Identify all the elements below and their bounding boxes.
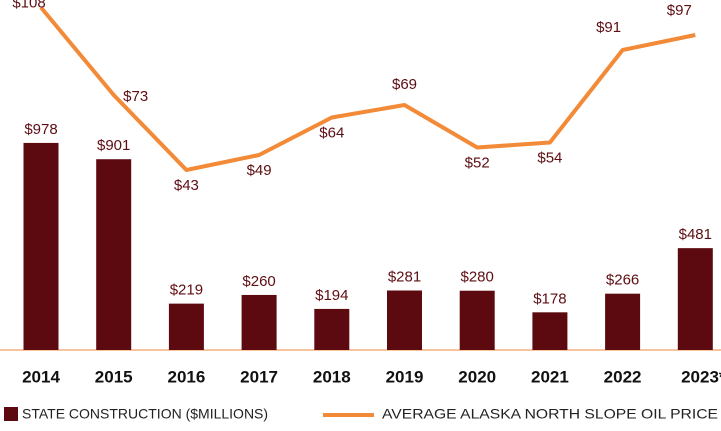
x-tick-label: 2023* [681,367,721,386]
x-tick-label: 2014 [22,367,60,386]
line-label: $73 [123,88,148,105]
bar [677,248,713,350]
x-tick-label: 2022 [604,367,642,386]
bar-label: $194 [315,287,348,304]
x-tick-label: 2020 [458,367,496,386]
bar-label: $178 [533,290,566,307]
bar [314,308,350,350]
line [39,6,696,172]
legend-label: AVERAGE ALASKA NORTH SLOPE OIL PRICE [382,406,718,422]
bar-label: $901 [97,137,130,154]
line-label: $64 [319,124,344,141]
bar-label: $280 [461,269,494,286]
line-label: $49 [247,162,272,179]
line-label: $52 [465,154,490,171]
x-tick-label: 2019 [386,367,424,386]
x-tick-label: 2016 [167,367,205,386]
line-label: $69 [392,76,417,93]
bar [241,294,277,350]
bar [387,290,422,350]
x-tick-label: 2015 [95,367,133,386]
legend-swatch [4,407,18,421]
bar-label: $219 [170,282,203,299]
line-label: $97 [667,2,692,19]
line-label: $43 [174,177,199,194]
bar [532,312,568,350]
x-tick-label: 2018 [313,367,351,386]
bar-label: $266 [606,272,639,289]
bar-label: $260 [242,273,275,290]
bar-label: $481 [679,226,712,243]
x-tick-label: 2017 [240,367,278,386]
bar [605,293,641,350]
bar [23,142,59,350]
line-label: $91 [596,19,621,36]
bar [168,303,204,350]
bar [96,159,132,350]
bar [459,290,495,350]
x-tick-label: 2021 [531,367,569,386]
line-label: $54 [537,149,562,166]
line-label: $108 [12,0,45,11]
legend-label: STATE CONSTRUCTION ($MILLIONS) [22,406,268,422]
bar-label: $978 [24,121,57,138]
bar-label: $281 [388,268,421,285]
